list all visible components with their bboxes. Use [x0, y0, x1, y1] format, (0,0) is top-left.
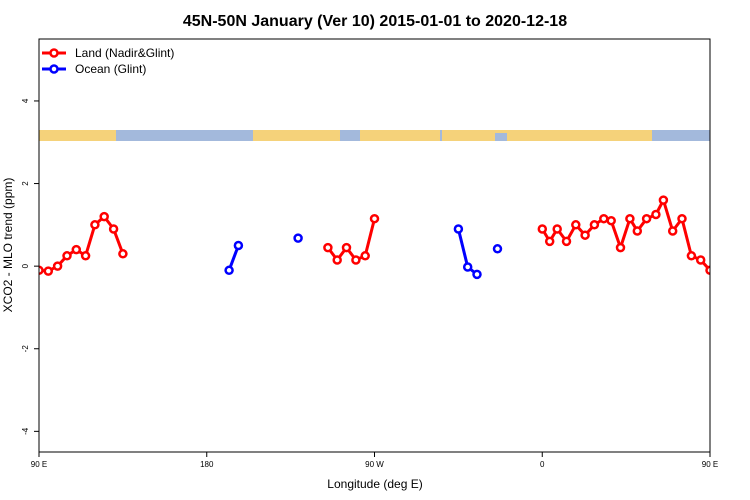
y-tick-label: -2 — [21, 345, 30, 353]
data-point-land — [323, 242, 333, 253]
data-point-land — [62, 251, 72, 261]
data-point-land — [80, 251, 91, 261]
data-point-land — [641, 213, 652, 224]
data-point-land — [667, 226, 678, 236]
data-point-land — [625, 213, 635, 224]
data-point-land — [705, 265, 710, 276]
data-point-land — [589, 220, 600, 230]
data-point-land — [599, 213, 609, 224]
data-point-land — [90, 220, 100, 230]
x-tick-label: 90 E — [702, 460, 718, 469]
legend-swatch-marker — [49, 64, 59, 74]
plot-layer — [39, 195, 750, 280]
data-point-land — [43, 266, 54, 276]
data-point-land — [695, 255, 706, 265]
data-point-land — [632, 226, 643, 236]
data-point-land — [118, 249, 128, 259]
y-tick-label: 4 — [21, 98, 30, 103]
data-point-land — [651, 209, 661, 220]
series-ocean — [224, 224, 503, 280]
data-point-land — [332, 255, 342, 265]
data-point-land — [351, 255, 361, 265]
data-point-land — [677, 213, 687, 224]
data-point-land — [52, 261, 63, 271]
data-point-ocean — [293, 233, 303, 243]
x-tick-label: 90 E — [31, 460, 47, 469]
legend-label: Land (Nadir&Glint) — [75, 46, 174, 60]
data-point-land — [606, 215, 616, 226]
data-point-land — [686, 251, 697, 261]
data-point-land — [39, 265, 44, 276]
world-map-strip — [39, 130, 710, 141]
data-point-land — [552, 224, 562, 234]
data-point-land — [108, 224, 119, 234]
map-land-eurasia-west — [39, 130, 116, 141]
data-point-land — [537, 224, 548, 234]
y-axis-label: XCO2 - MLO trend (ppm) — [1, 178, 15, 313]
data-point-ocean — [462, 262, 473, 272]
x-axis-label: Longitude (deg E) — [327, 477, 422, 491]
data-point-ocean — [472, 269, 482, 280]
data-point-land — [99, 211, 109, 222]
data-point-land — [369, 213, 380, 224]
data-point-land — [735, 252, 742, 259]
map-hudson-bay — [340, 130, 360, 141]
data-point-ocean — [233, 240, 244, 251]
series-land — [39, 195, 750, 276]
x-tick-label: 0 — [540, 460, 545, 469]
data-point-ocean — [224, 265, 234, 276]
data-point-land — [658, 195, 669, 205]
data-point-land — [744, 246, 750, 253]
chart-title: 45N-50N January (Ver 10) 2015-01-01 to 2… — [183, 13, 567, 30]
map-land-eurasia — [442, 130, 652, 141]
data-point-land — [716, 267, 723, 274]
y-axis: 4 2 0 -2 -4 — [21, 98, 39, 435]
y-tick-label: -4 — [21, 427, 30, 435]
data-point-ocean — [492, 244, 503, 254]
x-tick-label: 180 — [200, 460, 214, 469]
data-point-land — [341, 242, 352, 253]
legend: Land (Nadir&Glint) Ocean (Glint) — [42, 46, 174, 76]
x-tick-label: 90 W — [365, 460, 384, 469]
series-line-land — [541, 198, 710, 272]
data-point-land — [580, 230, 590, 240]
data-point-land — [725, 263, 732, 270]
legend-item-ocean: Ocean (Glint) — [42, 62, 146, 76]
y-tick-label: 2 — [21, 181, 30, 186]
y-tick-label: 0 — [21, 263, 30, 268]
data-point-land — [71, 244, 82, 255]
legend-label: Ocean (Glint) — [75, 62, 146, 76]
data-point-land — [360, 251, 370, 261]
legend-swatch-marker — [49, 48, 59, 58]
map-inland-sea — [495, 133, 507, 141]
data-point-land — [561, 236, 572, 247]
data-point-land — [615, 242, 626, 253]
series-line-land — [39, 215, 125, 273]
data-point-land — [544, 236, 555, 247]
plot-frame — [38, 38, 711, 453]
data-point-ocean — [453, 224, 464, 234]
data-point-land — [571, 220, 581, 230]
legend-item-land: Land (Nadir&Glint) — [42, 46, 174, 60]
x-axis: 90 E 180 90 W 0 90 E — [31, 452, 718, 469]
